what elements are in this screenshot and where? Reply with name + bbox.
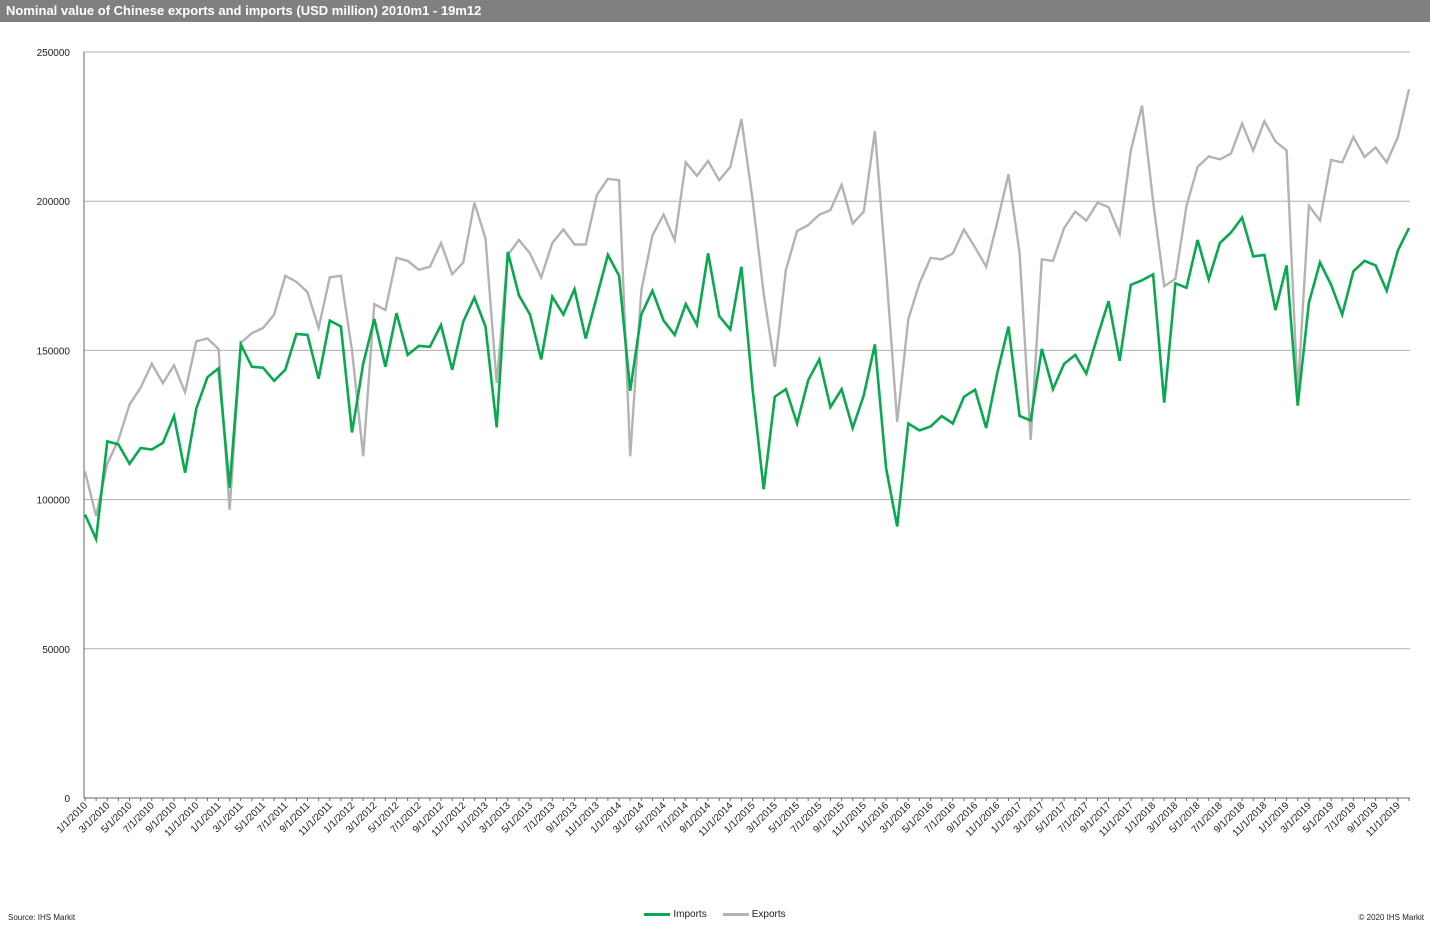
series-layer — [83, 89, 1411, 544]
y-tick-label: 200000 — [37, 197, 71, 208]
y-tick-label: 250000 — [37, 48, 71, 59]
chart-area: 0500001000001500002000002500001/1/20103/… — [37, 48, 1411, 839]
legend-item-exports[interactable]: Exports — [722, 908, 786, 920]
y-tick-label: 100000 — [37, 496, 71, 507]
legend: Imports Exports — [0, 907, 1430, 921]
grid-layer — [84, 51, 1410, 650]
source-note: Source: IHS Markit — [8, 913, 76, 922]
y-tick-label: 50000 — [42, 645, 70, 656]
series-line-exports — [83, 89, 1411, 517]
y-tick-label: 0 — [64, 794, 70, 805]
legend-label-exports: Exports — [751, 908, 786, 920]
chart-title: Nominal value of Chinese exports and imp… — [0, 0, 1430, 22]
series-line-imports — [83, 214, 1411, 544]
legend-swatch-imports — [644, 912, 671, 916]
y-tick-label: 150000 — [37, 346, 71, 357]
axis-layer: 0500001000001500002000002500001/1/20103/… — [37, 48, 1410, 839]
legend-item-imports[interactable]: Imports — [644, 908, 707, 920]
copyright-note: © 2020 IHS Markit — [1358, 913, 1424, 922]
legend-swatch-exports — [722, 912, 749, 916]
legend-label-imports: Imports — [673, 908, 707, 920]
